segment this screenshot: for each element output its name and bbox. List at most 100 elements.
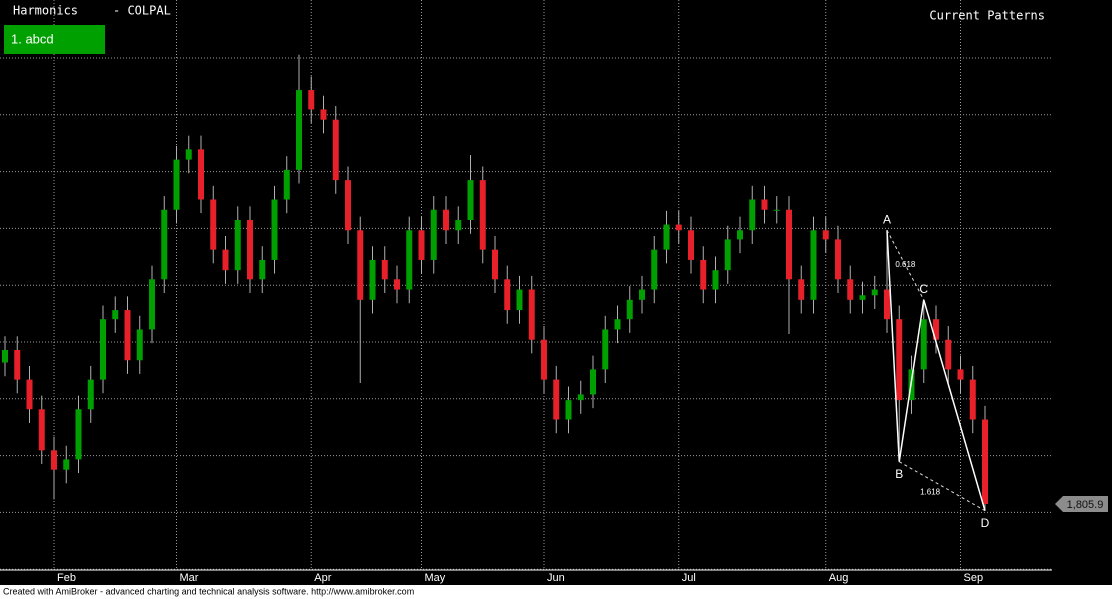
pattern-button-bg[interactable] <box>4 25 105 54</box>
candle-body <box>933 319 939 340</box>
footer: Created with AmiBroker - advanced charti… <box>3 586 414 596</box>
candle-body <box>198 149 204 200</box>
grid <box>0 0 1052 570</box>
candle-body <box>100 319 106 380</box>
candle-body <box>271 199 278 260</box>
candle-body <box>798 279 805 300</box>
candle-body <box>761 199 768 210</box>
candle-body <box>38 409 45 451</box>
candle-body <box>957 369 964 380</box>
footer-bg <box>0 585 1112 599</box>
candle-body <box>920 319 927 370</box>
candle-body <box>173 159 180 210</box>
candle-body <box>185 149 192 160</box>
pattern-ratio: 0.618 <box>895 260 916 269</box>
candle-body <box>455 220 462 231</box>
last-price-label: 1,805.9 <box>1067 499 1104 511</box>
candle-body <box>835 239 841 280</box>
annotation: Current Patterns <box>929 9 1045 23</box>
candle-body <box>945 339 952 370</box>
candle-body <box>406 230 413 290</box>
pattern-point-label: A <box>883 212 891 226</box>
candle-body <box>381 259 388 280</box>
candle-body <box>87 379 94 410</box>
candle-body <box>528 289 535 340</box>
pattern-ratio-line <box>899 461 986 512</box>
x-tick-label: Aug <box>829 572 849 584</box>
candle-body <box>773 209 780 211</box>
x-tick-label: Jul <box>682 572 696 584</box>
candle-body <box>345 180 351 231</box>
candle-body <box>124 310 131 361</box>
candle-body <box>969 379 976 420</box>
candle-body <box>504 279 511 311</box>
x-tick-label: Feb <box>57 572 76 584</box>
x-tick-label: May <box>425 572 446 584</box>
candle-body <box>688 230 694 260</box>
candle-body <box>283 169 290 200</box>
candles <box>2 54 988 511</box>
x-tick-label: Sep <box>964 572 984 584</box>
pattern: A B C D 0.618 1.618 <box>883 212 990 529</box>
chart-title: Harmonics <box>13 4 78 18</box>
candle-body <box>577 394 584 401</box>
candle-body <box>896 319 903 401</box>
candle-body <box>810 230 817 300</box>
candle-body <box>700 259 707 290</box>
candle-body <box>430 209 437 260</box>
candle-body <box>553 379 560 420</box>
candle-body <box>149 279 155 330</box>
candle-body <box>443 209 449 231</box>
candle-body <box>786 209 792 280</box>
candle-body <box>296 90 302 170</box>
candle-body <box>14 349 21 380</box>
x-tick-label: Apr <box>314 572 331 584</box>
candle-body <box>161 209 168 280</box>
candle-body <box>651 249 658 290</box>
candle-body <box>724 239 731 271</box>
candle-body <box>712 270 719 290</box>
candle-body <box>467 180 474 221</box>
candle-body <box>847 279 854 300</box>
chart-subtitle: - COLPAL <box>113 4 171 18</box>
candle-body <box>259 259 266 280</box>
candle-body <box>247 220 253 280</box>
candle-body <box>63 459 70 470</box>
candle-body <box>492 249 498 280</box>
candle-body <box>822 230 829 240</box>
candle-body <box>626 299 633 320</box>
candle-body <box>614 319 621 330</box>
candle-body <box>884 289 890 320</box>
candle-body <box>357 230 364 300</box>
candle-body <box>516 289 523 311</box>
x-tick-label: Jun <box>547 572 565 584</box>
candle-body <box>222 249 229 271</box>
pattern-point-label: B <box>895 467 903 481</box>
candle-body <box>75 409 82 460</box>
candle-body <box>737 230 743 240</box>
x-tick-label: Mar <box>180 572 199 584</box>
candle-body <box>51 450 57 470</box>
candle-body <box>675 224 682 231</box>
candle-body <box>639 289 645 300</box>
pattern-ratio: 1.618 <box>920 487 941 496</box>
pattern-line <box>886 230 986 511</box>
candle-body <box>663 224 670 250</box>
pattern-point-label: C <box>919 282 928 296</box>
candle-body <box>859 295 866 300</box>
candle-body <box>749 199 756 231</box>
candle-body <box>332 119 339 181</box>
candle-body <box>26 379 33 410</box>
candle-body <box>871 289 878 296</box>
candle-body <box>210 199 217 250</box>
candle-body <box>308 90 315 110</box>
pattern-point-label: D <box>981 516 990 530</box>
pattern-button[interactable]: 1. abcd <box>11 31 54 46</box>
candle-body <box>112 310 119 320</box>
last-price-marker <box>1055 495 1108 512</box>
candle-body <box>541 339 547 380</box>
candle-body <box>369 259 376 300</box>
